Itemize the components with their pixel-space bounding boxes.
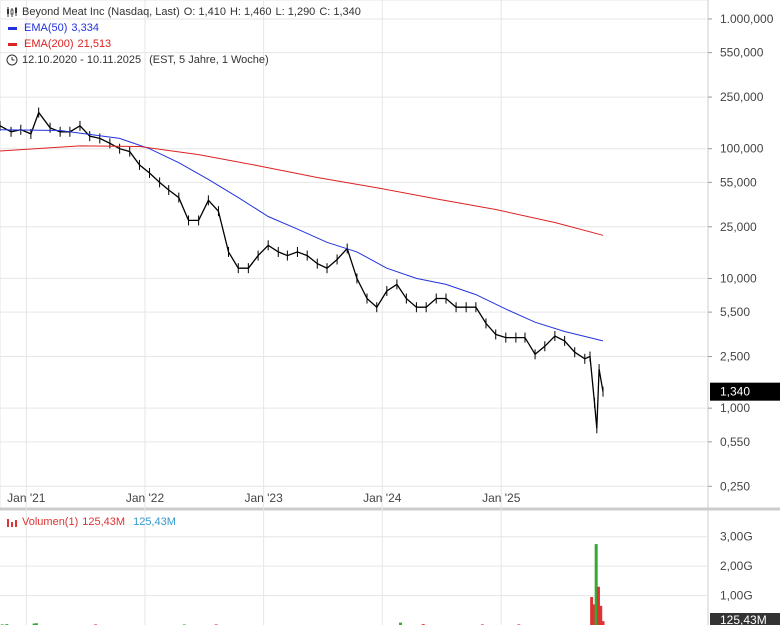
- ema200-swatch: [8, 42, 17, 46]
- volume-bar[interactable]: [601, 621, 605, 625]
- last-volume-label: 125,43M: [720, 613, 767, 625]
- legend-ema200-row[interactable]: EMA(200) 21,513: [6, 36, 361, 52]
- volume-bars-icon: [7, 519, 17, 527]
- y-tick-label: 55,000: [720, 175, 757, 189]
- last-price-label: 1,340: [720, 385, 750, 399]
- chart-legend: Beyond Meat Inc (Nasdaq, Last) O: 1,410 …: [6, 4, 361, 68]
- volume-label: Volumen(1): [22, 516, 79, 528]
- volume-bar[interactable]: [32, 623, 36, 625]
- high-value: H: 1,460: [229, 6, 272, 18]
- legend-ema50-row[interactable]: EMA(50) 3,334: [6, 20, 361, 36]
- y-tick-label: 0,550: [720, 435, 750, 449]
- ema50-swatch: [8, 26, 17, 30]
- x-tick-label: Jan '21: [7, 491, 46, 505]
- ema50-label: EMA(50): [24, 22, 68, 34]
- volume-value-blue: 125,43M: [133, 516, 176, 528]
- clock-icon: [6, 54, 18, 66]
- volume-value-red: 125,43M: [82, 516, 126, 528]
- y-tick-label: 0,250: [720, 479, 750, 493]
- y-tick-label: 1,000: [720, 401, 750, 415]
- y-tick-label: 1.000,000: [720, 12, 774, 26]
- volume-tick-label: 1,00G: [720, 589, 753, 603]
- x-tick-label: Jan '22: [126, 491, 165, 505]
- low-value: L: 1,290: [275, 6, 316, 18]
- y-tick-label: 25,000: [720, 220, 757, 234]
- price-line[interactable]: [0, 111, 604, 429]
- volume-bar[interactable]: [590, 597, 594, 625]
- volume-bar[interactable]: [594, 544, 598, 625]
- y-tick-label: 100,000: [720, 142, 764, 156]
- y-tick-label: 2,500: [720, 350, 750, 364]
- y-tick-label: 250,000: [720, 90, 764, 104]
- volume-bar[interactable]: [34, 623, 38, 625]
- volume-tick-label: 2,00G: [720, 559, 753, 573]
- x-tick-label: Jan '23: [244, 491, 283, 505]
- ema50-value: 3,334: [71, 22, 99, 34]
- date-range: 12.10.2020 - 10.11.2025: [22, 54, 142, 66]
- last-volume-tag: [710, 613, 780, 625]
- x-tick-label: Jan '24: [363, 491, 402, 505]
- y-tick-label: 10,000: [720, 271, 757, 285]
- volume-bar[interactable]: [596, 586, 600, 625]
- volume-tick-label: 3,00G: [720, 530, 753, 544]
- close-value: C: 1,340: [319, 6, 361, 18]
- x-tick-label: Jan '25: [482, 491, 521, 505]
- ema200-label: EMA(200): [24, 38, 74, 50]
- volume-bar[interactable]: [592, 604, 596, 625]
- ema200-line[interactable]: [0, 145, 604, 236]
- price-panel-frame: [0, 0, 709, 509]
- range-note: (EST, 5 Jahre, 1 Woche): [149, 54, 269, 66]
- open-value: O: 1,410: [183, 6, 226, 18]
- ema50-line[interactable]: [0, 129, 604, 342]
- candlestick-icon: [7, 7, 17, 17]
- ema200-value: 21,513: [77, 38, 112, 50]
- volume-bar[interactable]: [599, 605, 603, 625]
- last-price-tag: [710, 382, 780, 401]
- volume-bar[interactable]: [398, 622, 402, 625]
- y-tick-label: 5,500: [720, 305, 750, 319]
- volume-legend: Volumen(1) 125,43M 125,43M: [6, 516, 176, 528]
- y-tick-label: 550,000: [720, 46, 764, 60]
- legend-range-row: 12.10.2020 - 10.11.2025 (EST, 5 Jahre, 1…: [6, 52, 361, 68]
- instrument-name: Beyond Meat Inc (Nasdaq, Last): [22, 6, 180, 18]
- legend-instrument-row: Beyond Meat Inc (Nasdaq, Last) O: 1,410 …: [6, 4, 361, 20]
